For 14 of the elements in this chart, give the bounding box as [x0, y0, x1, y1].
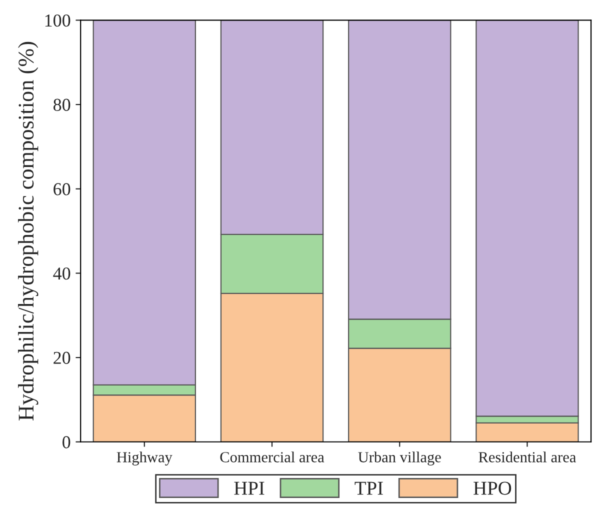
x-tick-label: Residential area — [478, 452, 576, 462]
x-tick-label: Urban village — [358, 452, 441, 466]
y-tick-label: 40 — [53, 267, 70, 280]
y-tick-label: 20 — [54, 352, 70, 364]
legend-label: TPI — [354, 482, 383, 495]
x-tick-label: Highway — [116, 452, 172, 466]
y-axis-title: Hydrophilic/hydrophobic composition (%) — [18, 42, 38, 420]
x-tick-label: Commercial area — [220, 452, 324, 462]
y-tick-label: 0 — [62, 436, 70, 448]
y-tick-label: 80 — [54, 98, 70, 111]
y-tick-label: 60 — [54, 183, 70, 196]
legend-label: HPI — [234, 482, 264, 495]
y-tick-label: 100 — [45, 14, 70, 27]
legend-label: HPO — [474, 482, 512, 495]
